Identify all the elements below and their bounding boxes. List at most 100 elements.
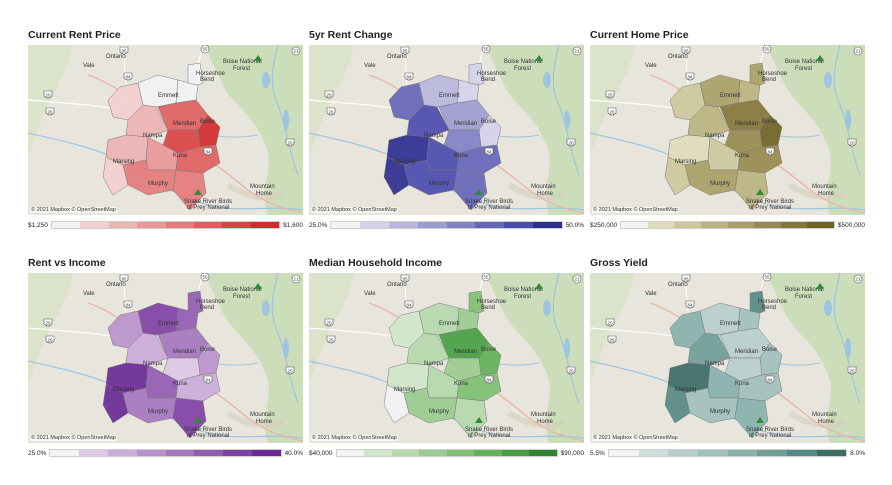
place-label-ontario: Ontario [668, 282, 688, 288]
zip-region[interactable] [468, 62, 485, 86]
green-area [590, 45, 635, 155]
place-label-mountain_home_2: Home [537, 419, 554, 425]
map-panel-current-home-price: Current Home Price Vale Ontario Boise Nati… [590, 28, 865, 230]
zip-region[interactable] [468, 290, 485, 314]
color-legend: 25.0% 40.0% [28, 448, 303, 458]
road-shield-icon: 21 [291, 46, 301, 56]
choropleth-map[interactable]: Vale Ontario Boise National Forest Mountain H… [309, 45, 584, 215]
zip-region[interactable] [734, 397, 769, 439]
legend-gradient [607, 449, 848, 457]
choropleth-map[interactable]: Vale Ontario Boise National Forest Mountain H… [590, 273, 865, 443]
road-shield-icon: 95 [681, 46, 691, 55]
road-shield-label: 84 [486, 378, 492, 383]
place-label-birds_1: Snake River Birds [465, 199, 513, 205]
zip-region[interactable] [172, 169, 207, 211]
place-label-mountain_home_1: Mountain [531, 184, 556, 190]
park-icon [475, 189, 483, 195]
road-shield-icon: 55 [200, 45, 210, 54]
place-label-emmett: Emmett [439, 93, 460, 99]
place-label-kuna: Kuna [454, 381, 469, 387]
map-attribution[interactable]: © 2021 Mapbox © OpenStreetMap [30, 435, 117, 441]
legend-step [165, 222, 194, 228]
place-label-kuna: Kuna [735, 381, 750, 387]
green-area [309, 273, 354, 383]
place-label-birds_2: of Prey National [749, 205, 792, 211]
zip-region[interactable] [664, 384, 691, 424]
legend-step [165, 450, 195, 456]
map-attribution[interactable]: © 2021 Mapbox © OpenStreetMap [30, 207, 117, 213]
panel-title: Current Home Price [590, 29, 689, 41]
road-shield-icon: 95 [400, 46, 410, 55]
road-shield-label: 84 [205, 150, 211, 155]
road-shield-label: 21 [293, 277, 299, 282]
zip-region[interactable] [749, 290, 766, 314]
choropleth-map[interactable]: Vale Ontario Boise National Forest Mountain H… [28, 45, 303, 215]
legend-step [417, 222, 447, 228]
zip-region[interactable] [749, 62, 766, 86]
zip-region[interactable] [102, 384, 129, 424]
zip-region[interactable] [102, 156, 129, 196]
legend-min-label: 25.0% [28, 449, 47, 457]
park-icon [756, 417, 764, 423]
place-label-meridian: Meridian [735, 121, 758, 127]
legend-max-label: 40.0% [284, 449, 303, 457]
road-shield-label: 20 [287, 369, 293, 374]
place-label-marsing: Marsing [675, 387, 696, 393]
forest-area [765, 273, 865, 443]
place-label-birds_2: of Prey National [187, 205, 230, 211]
legend-step [816, 450, 847, 456]
place-label-kuna: Kuna [173, 381, 188, 387]
zip-region[interactable] [172, 397, 207, 439]
choropleth-map[interactable]: Vale Ontario Boise National Forest Mountain H… [28, 273, 303, 443]
choropleth-map[interactable]: Vale Ontario Boise National Forest Mountain H… [309, 273, 584, 443]
green-area [28, 45, 73, 155]
place-label-emmett: Emmett [158, 321, 179, 327]
road-shield-icon: 26 [326, 107, 336, 116]
zip-region[interactable] [734, 169, 769, 211]
road-shield-label: 84 [687, 303, 693, 308]
place-label-murphy: Murphy [148, 181, 168, 187]
place-label-horseshoe_1: Horseshoe [477, 299, 507, 305]
road-shield-label: 20 [45, 93, 51, 98]
road-shield-label: 20 [45, 321, 51, 326]
road-shield-icon: 20 [43, 90, 53, 99]
road-shield-label: 20 [568, 141, 574, 146]
zip-region[interactable] [453, 169, 488, 211]
place-label-murphy: Murphy [148, 409, 168, 415]
map-attribution[interactable]: © 2021 Mapbox © OpenStreetMap [311, 207, 398, 213]
river [271, 273, 299, 404]
zip-region[interactable] [664, 156, 691, 196]
zip-region[interactable] [187, 290, 204, 314]
place-label-boise_forest_1: Boise National [223, 59, 262, 65]
legend-step [647, 222, 675, 228]
road-shield-icon: 20 [43, 318, 53, 327]
road-shield-label: 95 [402, 49, 408, 54]
place-label-murphy: Murphy [710, 409, 730, 415]
road-shield-icon: 84 [765, 147, 775, 156]
map-attribution[interactable]: © 2021 Mapbox © OpenStreetMap [592, 435, 679, 441]
map-attribution[interactable]: © 2021 Mapbox © OpenStreetMap [311, 435, 398, 441]
road-shield-icon: 84 [203, 375, 213, 384]
zip-region[interactable] [453, 397, 488, 439]
choropleth-map[interactable]: Vale Ontario Boise National Forest Mountain H… [590, 45, 865, 215]
place-label-birds_1: Snake River Birds [746, 427, 794, 433]
legend-step [474, 450, 502, 456]
zip-region[interactable] [187, 62, 204, 86]
road-shield-label: 21 [574, 49, 580, 54]
river [552, 45, 580, 176]
road-shield-label: 84 [125, 303, 131, 308]
place-label-meridian: Meridian [454, 349, 477, 355]
place-label-ontario: Ontario [387, 282, 407, 288]
lake [824, 72, 832, 88]
road-shield-label: 95 [683, 49, 689, 54]
zip-region[interactable] [383, 384, 410, 424]
place-label-boise_forest_1: Boise National [785, 59, 824, 65]
road-shield-label: 55 [202, 47, 208, 52]
legend-step [700, 222, 728, 228]
zip-region[interactable] [383, 156, 410, 196]
road-shield-label: 84 [125, 75, 131, 80]
place-label-boise_forest_2: Forest [795, 66, 812, 72]
place-label-mountain_home_1: Mountain [531, 412, 556, 418]
map-attribution[interactable]: © 2021 Mapbox © OpenStreetMap [592, 207, 679, 213]
legend-step [807, 222, 834, 228]
